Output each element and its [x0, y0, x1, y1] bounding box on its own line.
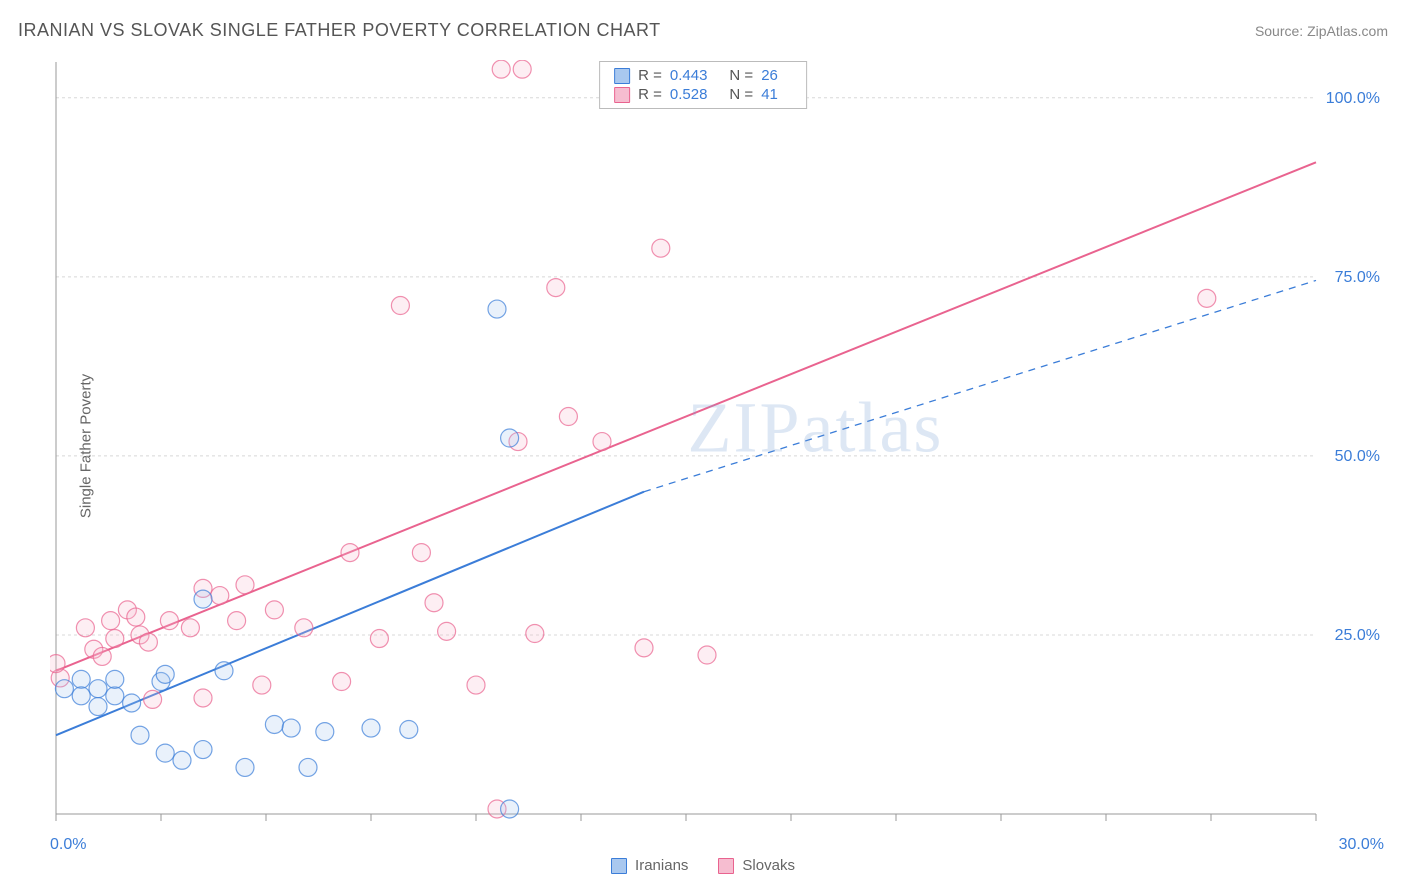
correlation-legend: R = 0.443 N = 26 R = 0.528 N = 41: [599, 61, 807, 109]
series-legend: Iranians Slovaks: [0, 857, 1406, 874]
legend-label-slovaks: Slovaks: [742, 857, 795, 874]
r-label: R =: [638, 86, 662, 103]
chart-plot-area: 25.0% 50.0% 75.0% 100.0%: [50, 60, 1386, 832]
legend-item-slovaks: Slovaks: [718, 857, 795, 874]
legend-swatch-iranians: [614, 68, 630, 84]
r-value-slovaks: 0.528: [670, 86, 708, 103]
header: IRANIAN VS SLOVAK SINGLE FATHER POVERTY …: [18, 20, 1388, 41]
x-axis-tick-min: 0.0%: [50, 836, 86, 854]
legend-swatch-iranians: [611, 858, 627, 874]
correlation-row-slovaks: R = 0.528 N = 41: [614, 85, 792, 104]
n-value-slovaks: 41: [761, 86, 778, 103]
svg-text:50.0%: 50.0%: [1335, 448, 1380, 465]
n-label: N =: [729, 86, 753, 103]
legend-item-iranians: Iranians: [611, 857, 688, 874]
legend-swatch-slovaks: [718, 858, 734, 874]
scatter-chart-svg: 25.0% 50.0% 75.0% 100.0%: [50, 60, 1386, 832]
legend-swatch-slovaks: [614, 87, 630, 103]
chart-title: IRANIAN VS SLOVAK SINGLE FATHER POVERTY …: [18, 20, 661, 41]
svg-text:100.0%: 100.0%: [1326, 90, 1380, 107]
r-label: R =: [638, 67, 662, 84]
r-value-iranians: 0.443: [670, 67, 708, 84]
n-label: N =: [729, 67, 753, 84]
legend-label-iranians: Iranians: [635, 857, 688, 874]
x-axis-tick-max: 30.0%: [1339, 836, 1384, 854]
svg-text:25.0%: 25.0%: [1335, 627, 1380, 644]
source-attribution: Source: ZipAtlas.com: [1255, 23, 1388, 39]
svg-text:75.0%: 75.0%: [1335, 269, 1380, 286]
correlation-row-iranians: R = 0.443 N = 26: [614, 66, 792, 85]
n-value-iranians: 26: [761, 67, 778, 84]
